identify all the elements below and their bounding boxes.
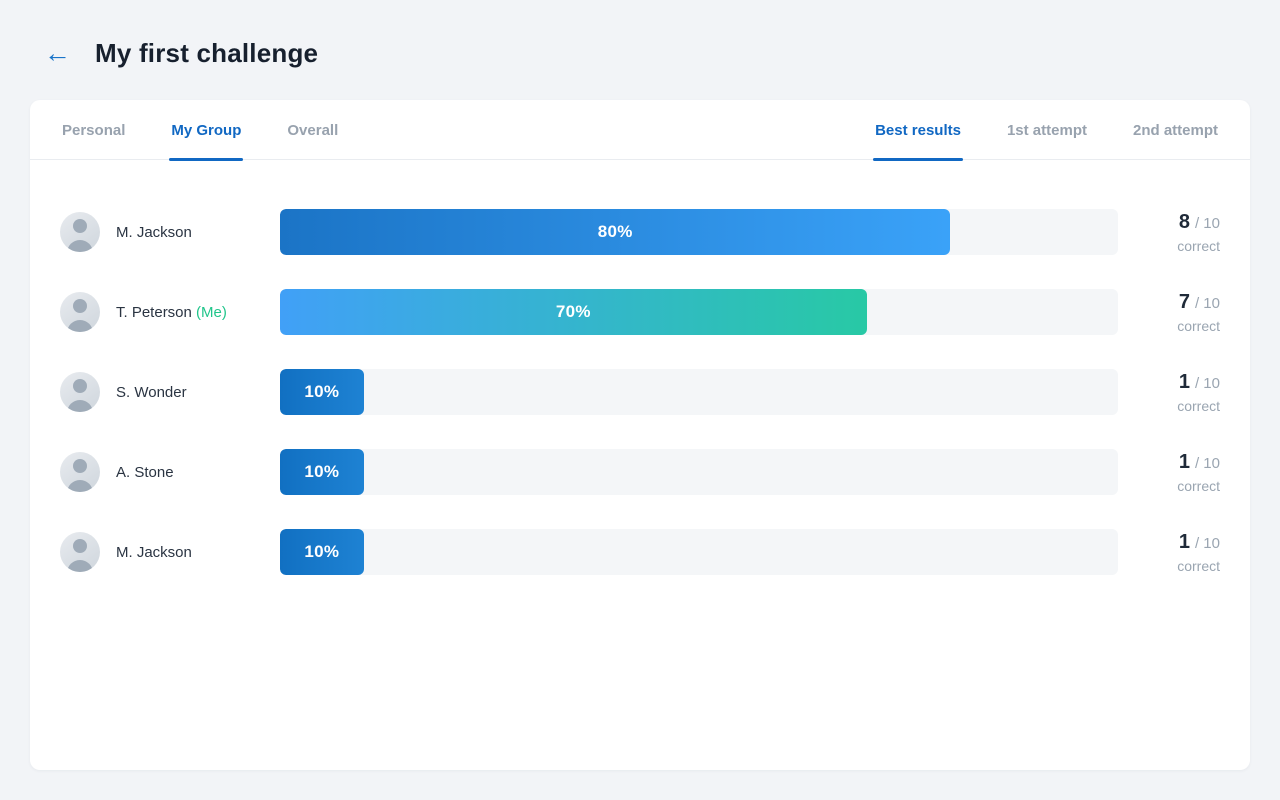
page-header: ← My first challenge [0,0,1280,76]
tab-my-group[interactable]: My Group [169,100,244,161]
page-title: My first challenge [95,37,319,68]
leaderboard-row: T. Peterson (Me) 70% 7 / 10 correct [60,272,1220,352]
group-tabs: Personal My Group Overall [60,100,382,161]
score-total: / 10 [1194,294,1220,312]
results-card: Personal My Group Overall Best results 1… [30,100,1250,770]
player-name-text: M. Jackson [116,223,192,241]
percent-label: 10% [304,382,340,401]
attempt-tabs: Best results 1st attempt 2nd attempt [831,100,1220,161]
correct-label: correct [1177,317,1220,334]
score-value: 7 [1178,290,1190,313]
score-line: 7 / 10 [1179,291,1220,314]
me-badge: (Me) [196,303,227,321]
player-column: M. Jackson [60,532,280,572]
progress-bar-track: 80% [280,209,1118,255]
score-value: 1 [1178,530,1190,553]
leaderboard-row: S. Wonder 10% 1 / 10 correct [60,352,1220,432]
progress-bar-track: 70% [280,289,1118,335]
tab-overall[interactable]: Overall [285,100,340,160]
progress-bar-track: 10% [280,369,1118,415]
progress-bar-fill: 10% [280,369,364,415]
correct-label: correct [1177,557,1220,574]
progress-bar-track: 10% [280,449,1118,495]
player-name: T. Peterson (Me) [116,304,227,321]
score-column: 7 / 10 correct [1146,291,1220,334]
score-line: 1 / 10 [1179,451,1220,474]
tab-personal[interactable]: Personal [60,100,127,160]
score-line: 1 / 10 [1179,531,1220,554]
player-name-text: T. Peterson [116,303,192,321]
avatar [60,372,100,412]
avatar [60,452,100,492]
correct-label: correct [1177,397,1220,414]
leaderboard-row: M. Jackson 10% 1 / 10 correct [60,512,1220,592]
player-column: A. Stone [60,452,280,492]
score-column: 1 / 10 correct [1146,451,1220,494]
score-column: 8 / 10 correct [1146,211,1220,254]
progress-bar-fill: 10% [280,449,364,495]
score-total: / 10 [1194,214,1220,232]
score-column: 1 / 10 correct [1146,371,1220,414]
avatar [60,292,100,332]
player-name-text: M. Jackson [116,543,192,561]
score-column: 1 / 10 correct [1146,531,1220,574]
score-total: / 10 [1194,534,1220,552]
score-line: 8 / 10 [1179,211,1220,234]
player-column: M. Jackson [60,212,280,252]
score-value: 1 [1178,450,1190,473]
progress-bar-fill: 80% [280,209,951,255]
percent-label: 80% [597,222,633,241]
score-total: / 10 [1194,374,1220,392]
tab-best-results[interactable]: Best results [873,100,963,161]
player-column: T. Peterson (Me) [60,292,280,332]
score-total: / 10 [1194,454,1220,472]
percent-label: 10% [304,542,340,561]
progress-bar-track: 10% [280,529,1118,575]
player-name-text: A. Stone [116,463,174,481]
percent-label: 70% [555,302,591,321]
avatar [60,212,100,252]
percent-label: 10% [304,462,340,481]
score-value: 1 [1178,370,1190,393]
score-line: 1 / 10 [1179,371,1220,394]
tabs-bar: Personal My Group Overall Best results 1… [30,100,1250,161]
player-name: M. Jackson [116,224,192,241]
player-name: M. Jackson [116,544,192,561]
correct-label: correct [1177,477,1220,494]
back-arrow-icon[interactable]: ← [40,38,75,69]
leaderboard-row: M. Jackson 80% 8 / 10 correct [60,192,1220,272]
player-column: S. Wonder [60,372,280,412]
player-name-text: S. Wonder [116,383,187,401]
score-value: 8 [1178,210,1190,233]
progress-bar-fill: 10% [280,529,364,575]
player-name: S. Wonder [116,384,187,401]
leaderboard: M. Jackson 80% 8 / 10 correct T. Peterso… [30,160,1250,592]
tab-2nd-attempt[interactable]: 2nd attempt [1131,100,1220,160]
tab-1st-attempt[interactable]: 1st attempt [1005,100,1089,160]
leaderboard-row: A. Stone 10% 1 / 10 correct [60,432,1220,512]
avatar [60,532,100,572]
player-name: A. Stone [116,464,174,481]
progress-bar-fill: 70% [280,289,867,335]
correct-label: correct [1177,237,1220,254]
